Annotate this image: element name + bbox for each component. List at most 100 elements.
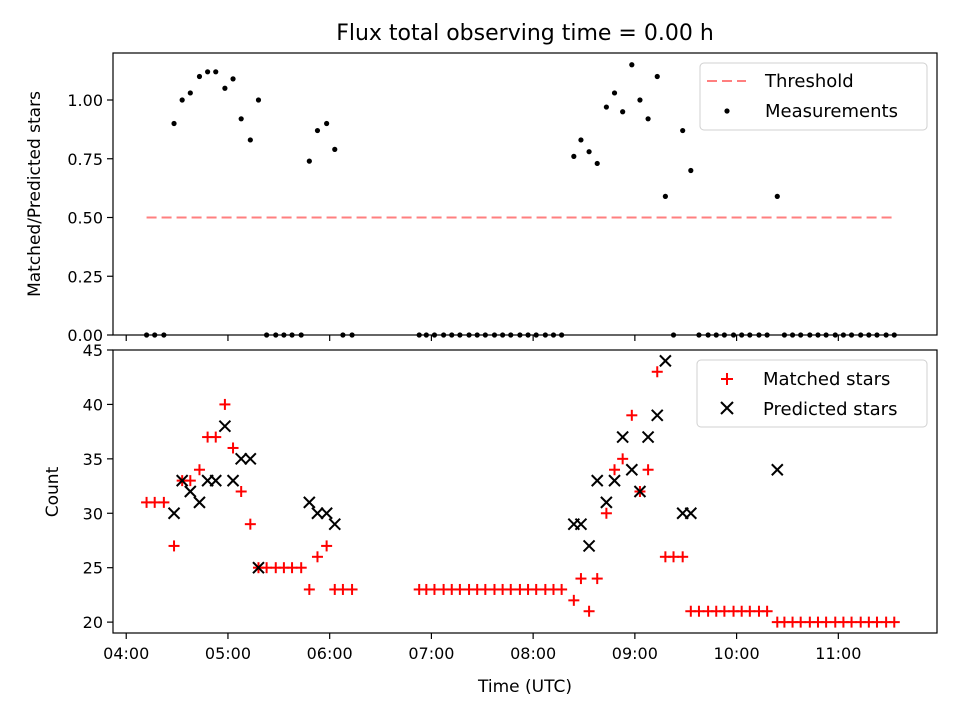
measurement-point (611, 90, 618, 96)
bottom-y-axis-label: Count (43, 466, 63, 517)
x-tick-label: 05:00 (205, 644, 251, 663)
top-y-tick-label: 0.50 (67, 209, 103, 228)
predicted-star-point (771, 463, 784, 476)
top-legend-box (699, 62, 928, 131)
predicted-star-point (320, 507, 333, 520)
measurements-legend-swatch (724, 108, 730, 114)
predicted-star-point (591, 474, 604, 487)
matched-star-point (158, 496, 170, 508)
x-tick-label: 08:00 (510, 644, 556, 663)
predicted-star-point (328, 517, 341, 531)
matched-star-point (235, 486, 247, 497)
predicted-star-point (574, 517, 588, 531)
top-y-tick-label: 0.00 (67, 326, 103, 345)
predicted-star-point (175, 474, 189, 487)
matched-star-point (227, 442, 239, 454)
top-y-tick-label: 0.25 (67, 267, 103, 286)
matched-star-point (583, 605, 595, 617)
measurement-point (332, 146, 338, 152)
measurement-point (680, 127, 686, 134)
predicted-star-point (311, 507, 324, 520)
measurement-point (179, 97, 185, 103)
predicted-legend-label: Predicted stars (763, 399, 897, 420)
predicted-star-point (303, 496, 316, 509)
matched-star-point (575, 573, 587, 585)
measurement-point (196, 73, 203, 80)
matched-star-point (295, 562, 307, 574)
measurement-point (620, 109, 626, 115)
measurement-points (143, 62, 897, 338)
bottom-panel: Count Time (UTC) 20 25 30 35 40 45 04:00 05:00 0… (43, 341, 938, 697)
x-tick-label: 04:00 (103, 644, 149, 663)
x-tick-label: 06:00 (307, 644, 353, 663)
matched-legend-swatch (721, 373, 733, 385)
bottom-legend: Matched stars Predicted stars (696, 359, 928, 428)
predicted-star-point (226, 474, 240, 487)
matched-star-point (651, 366, 663, 378)
bottom-y-tick-label: 35 (83, 450, 103, 469)
predicted-star-point (625, 463, 639, 476)
matched-star-point (244, 518, 256, 530)
measurement-point (571, 153, 577, 159)
matched-star-point (568, 594, 580, 606)
matched-star-point (609, 464, 621, 476)
predicted-star-point (684, 507, 698, 520)
bottom-y-tick-label: 25 (83, 559, 103, 578)
measurement-point (586, 149, 592, 155)
measurement-point (171, 120, 177, 127)
predicted-star-point (600, 496, 613, 509)
predicted-star-point (234, 452, 248, 466)
predicted-stars-points (167, 354, 784, 574)
top-legend: Threshold Measurements (699, 62, 928, 131)
top-plot-frame (112, 52, 938, 336)
measurement-point (205, 69, 211, 75)
x-tick-label: 10:00 (714, 644, 760, 663)
bottom-legend-box (696, 359, 928, 428)
measurement-point (187, 90, 193, 96)
x-tick-label: 09:00 (612, 644, 658, 663)
matched-star-point (600, 507, 612, 519)
x-axis-label: Time (UTC) (477, 677, 572, 697)
matched-legend-label: Matched stars (763, 369, 890, 390)
predicted-star-point (252, 561, 265, 574)
x-tick-label: 11:00 (815, 644, 861, 663)
measurement-point (247, 137, 253, 143)
matched-star-point (219, 398, 231, 410)
matched-star-point (761, 605, 773, 617)
measurement-point (255, 97, 262, 103)
matched-star-point (556, 583, 568, 595)
top-panel: Flux total observing time = 0.00 h Match… (25, 21, 938, 345)
matched-star-point (642, 464, 654, 476)
predicted-star-point (218, 419, 232, 433)
threshold-legend-label: Threshold (764, 71, 854, 92)
matched-star-point (321, 540, 333, 552)
predicted-star-point (608, 474, 621, 487)
matched-stars-points (141, 366, 900, 628)
x-tick-label: 07:00 (408, 644, 454, 663)
predicted-star-point (167, 507, 181, 520)
measurement-point (662, 193, 668, 199)
top-y-tick-label: 0.75 (67, 150, 103, 169)
bottom-y-tick-label: 40 (83, 395, 103, 414)
predicted-star-point (244, 452, 257, 466)
matched-star-point (677, 551, 689, 563)
top-y-tick-label: 1.00 (67, 91, 103, 110)
predicted-star-point (659, 354, 672, 368)
matched-star-point (888, 616, 900, 628)
predicted-star-point (651, 409, 664, 422)
bottom-y-tick-label: 30 (83, 504, 103, 523)
measurement-point (238, 116, 244, 122)
measurement-point (645, 116, 651, 122)
measurement-point (637, 97, 643, 103)
bottom-axes: 20 25 30 35 40 45 04:00 05:00 06:00 07:00 08:00 09:… (83, 341, 862, 663)
predicted-star-point (616, 430, 629, 444)
matched-star-point (210, 431, 222, 443)
measurement-point (306, 158, 312, 164)
predicted-star-point (193, 496, 206, 509)
matched-star-point (617, 453, 629, 465)
matched-star-point (184, 475, 196, 487)
measurement-point (324, 120, 330, 127)
predicted-star-point (209, 474, 222, 487)
measurement-point (774, 193, 780, 199)
